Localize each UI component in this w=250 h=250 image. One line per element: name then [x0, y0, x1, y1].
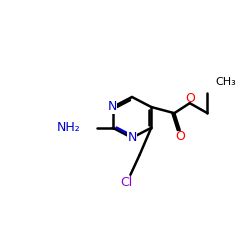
Text: CH₃: CH₃: [215, 77, 236, 87]
Text: N: N: [108, 100, 118, 114]
Text: O: O: [175, 130, 185, 143]
Text: N: N: [127, 131, 137, 144]
Text: O: O: [185, 92, 195, 105]
Text: NH₂: NH₂: [57, 121, 80, 134]
Text: Cl: Cl: [120, 176, 133, 189]
